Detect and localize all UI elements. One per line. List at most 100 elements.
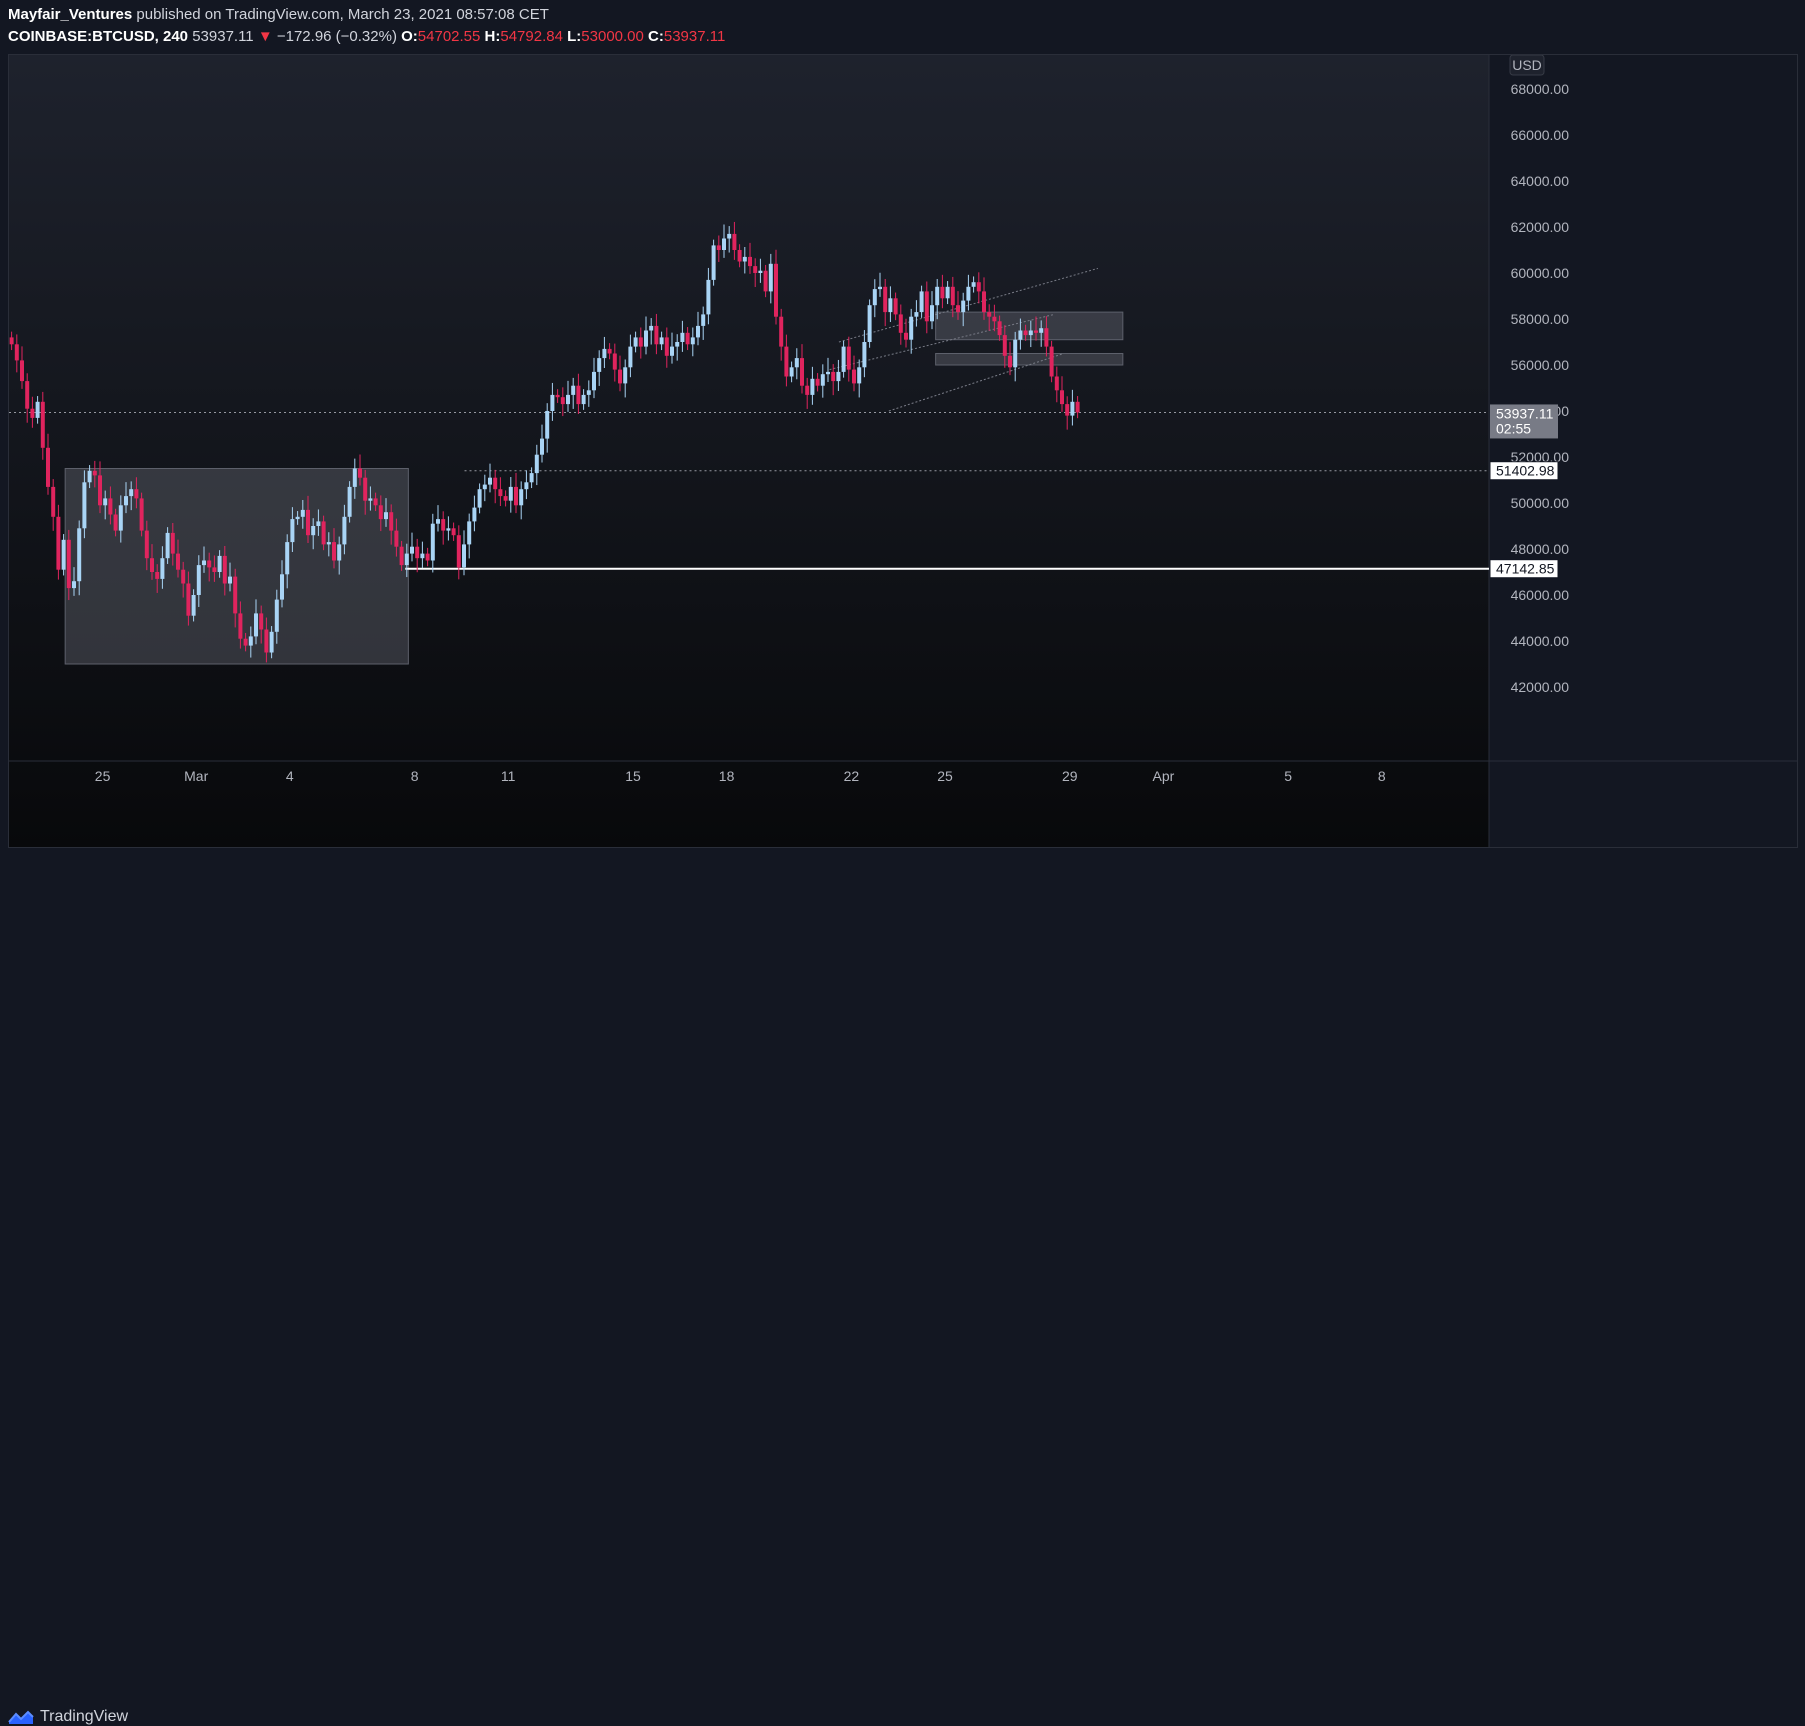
candle: [384, 498, 388, 527]
zone-box[interactable]: [64, 468, 409, 665]
candle-body: [805, 385, 810, 395]
candle-body: [196, 565, 201, 595]
candle: [373, 492, 378, 512]
y-tick-label: 66000.00: [1511, 127, 1570, 143]
candle: [524, 470, 529, 500]
candle: [425, 547, 430, 567]
tradingview-logo[interactable]: TradingView: [8, 1708, 128, 1726]
candle: [306, 495, 310, 544]
candle: [612, 343, 617, 382]
candle-body: [342, 516, 347, 545]
candle: [259, 605, 264, 644]
candle: [176, 539, 180, 578]
trend-line[interactable]: [829, 313, 1055, 371]
candle-body: [618, 369, 622, 384]
candle-body: [46, 447, 50, 487]
candle: [410, 532, 414, 562]
price-chart[interactable]: 68000.00 66000.00 64000.00 62000.00 60000.00…: [9, 55, 1797, 847]
trend-line[interactable]: [888, 353, 1064, 412]
candle-body: [61, 539, 66, 570]
zone-box[interactable]: [935, 353, 1124, 366]
candle: [467, 513, 472, 559]
candle-body: [857, 367, 862, 384]
candle-body: [40, 401, 45, 448]
candle-body: [649, 325, 654, 331]
candle: [441, 511, 446, 545]
candle-body: [571, 385, 576, 395]
candle: [592, 357, 596, 399]
candle: [649, 318, 654, 345]
candle: [290, 507, 295, 552]
candle: [867, 299, 872, 348]
candle-body: [332, 542, 336, 561]
candle: [238, 601, 243, 649]
high-value: 54792.84: [500, 28, 563, 45]
level-price-label-bg: [1489, 559, 1559, 579]
candle-body: [222, 555, 227, 584]
candle-body: [628, 346, 633, 368]
low-value: 53000.00: [581, 28, 644, 45]
candle-body: [1023, 330, 1028, 336]
candle-body: [144, 530, 149, 559]
candle-body: [103, 498, 108, 506]
candle-body: [306, 509, 310, 536]
candle-body: [737, 250, 742, 262]
candle-body: [826, 371, 830, 375]
candle-body: [774, 263, 778, 317]
last-price-label-bg: [1490, 404, 1558, 439]
candle-body: [264, 629, 269, 653]
level-price-label-bg: [1489, 461, 1559, 481]
candle: [1054, 366, 1059, 403]
tradingview-brand: TradingView: [40, 1708, 129, 1725]
candle-body: [150, 558, 154, 572]
candle-body: [534, 454, 539, 474]
candle: [945, 281, 950, 305]
price-axis-background: [1489, 55, 1797, 847]
candle-body: [867, 305, 872, 342]
x-tick-label: 11: [501, 768, 516, 784]
candle-body: [1070, 401, 1075, 416]
candle-body: [846, 346, 851, 370]
candle-body: [732, 233, 737, 250]
candle: [202, 546, 206, 573]
candle: [1023, 324, 1028, 341]
chart-frame[interactable]: 68000.00 66000.00 64000.00 62000.00 60000.00…: [8, 54, 1798, 848]
zone-box[interactable]: [935, 311, 1124, 341]
candle-body: [124, 496, 128, 506]
candle: [883, 278, 888, 327]
symbol-label[interactable]: COINBASE:BTCUSD, 240: [8, 28, 189, 45]
candle-body: [597, 358, 602, 372]
candle: [378, 495, 383, 532]
candle: [1034, 316, 1038, 341]
candle: [815, 373, 820, 392]
y-tick-label: 60000.00: [1511, 265, 1570, 281]
candle: [254, 599, 258, 645]
y-tick-label: 68000.00: [1511, 81, 1570, 97]
candle-body: [160, 558, 165, 579]
candle: [597, 350, 602, 386]
candle-body: [139, 498, 144, 531]
y-tick-label: 44000.00: [1511, 633, 1570, 649]
candle: [363, 469, 368, 515]
candle-body: [930, 305, 934, 322]
candle: [332, 528, 336, 569]
candle-body: [56, 516, 61, 570]
author-name[interactable]: Mayfair_Ventures: [8, 6, 133, 23]
currency-badge[interactable]: [1509, 55, 1545, 76]
candle-body: [290, 519, 295, 543]
candle-body: [659, 337, 664, 345]
candle-body: [186, 583, 191, 616]
y-tick-label: 58000.00: [1511, 311, 1570, 327]
candle-body: [212, 567, 217, 572]
close-value: 53937.11: [663, 28, 726, 45]
candle: [342, 504, 347, 555]
candle-body: [493, 477, 498, 490]
candle-body: [555, 394, 560, 398]
candle-body: [92, 470, 97, 476]
trend-line[interactable]: [838, 267, 1099, 343]
candle-body: [259, 613, 264, 630]
candle: [191, 589, 196, 622]
candle-body: [592, 371, 596, 391]
candle: [514, 472, 518, 514]
low-label: L:: [567, 28, 582, 45]
